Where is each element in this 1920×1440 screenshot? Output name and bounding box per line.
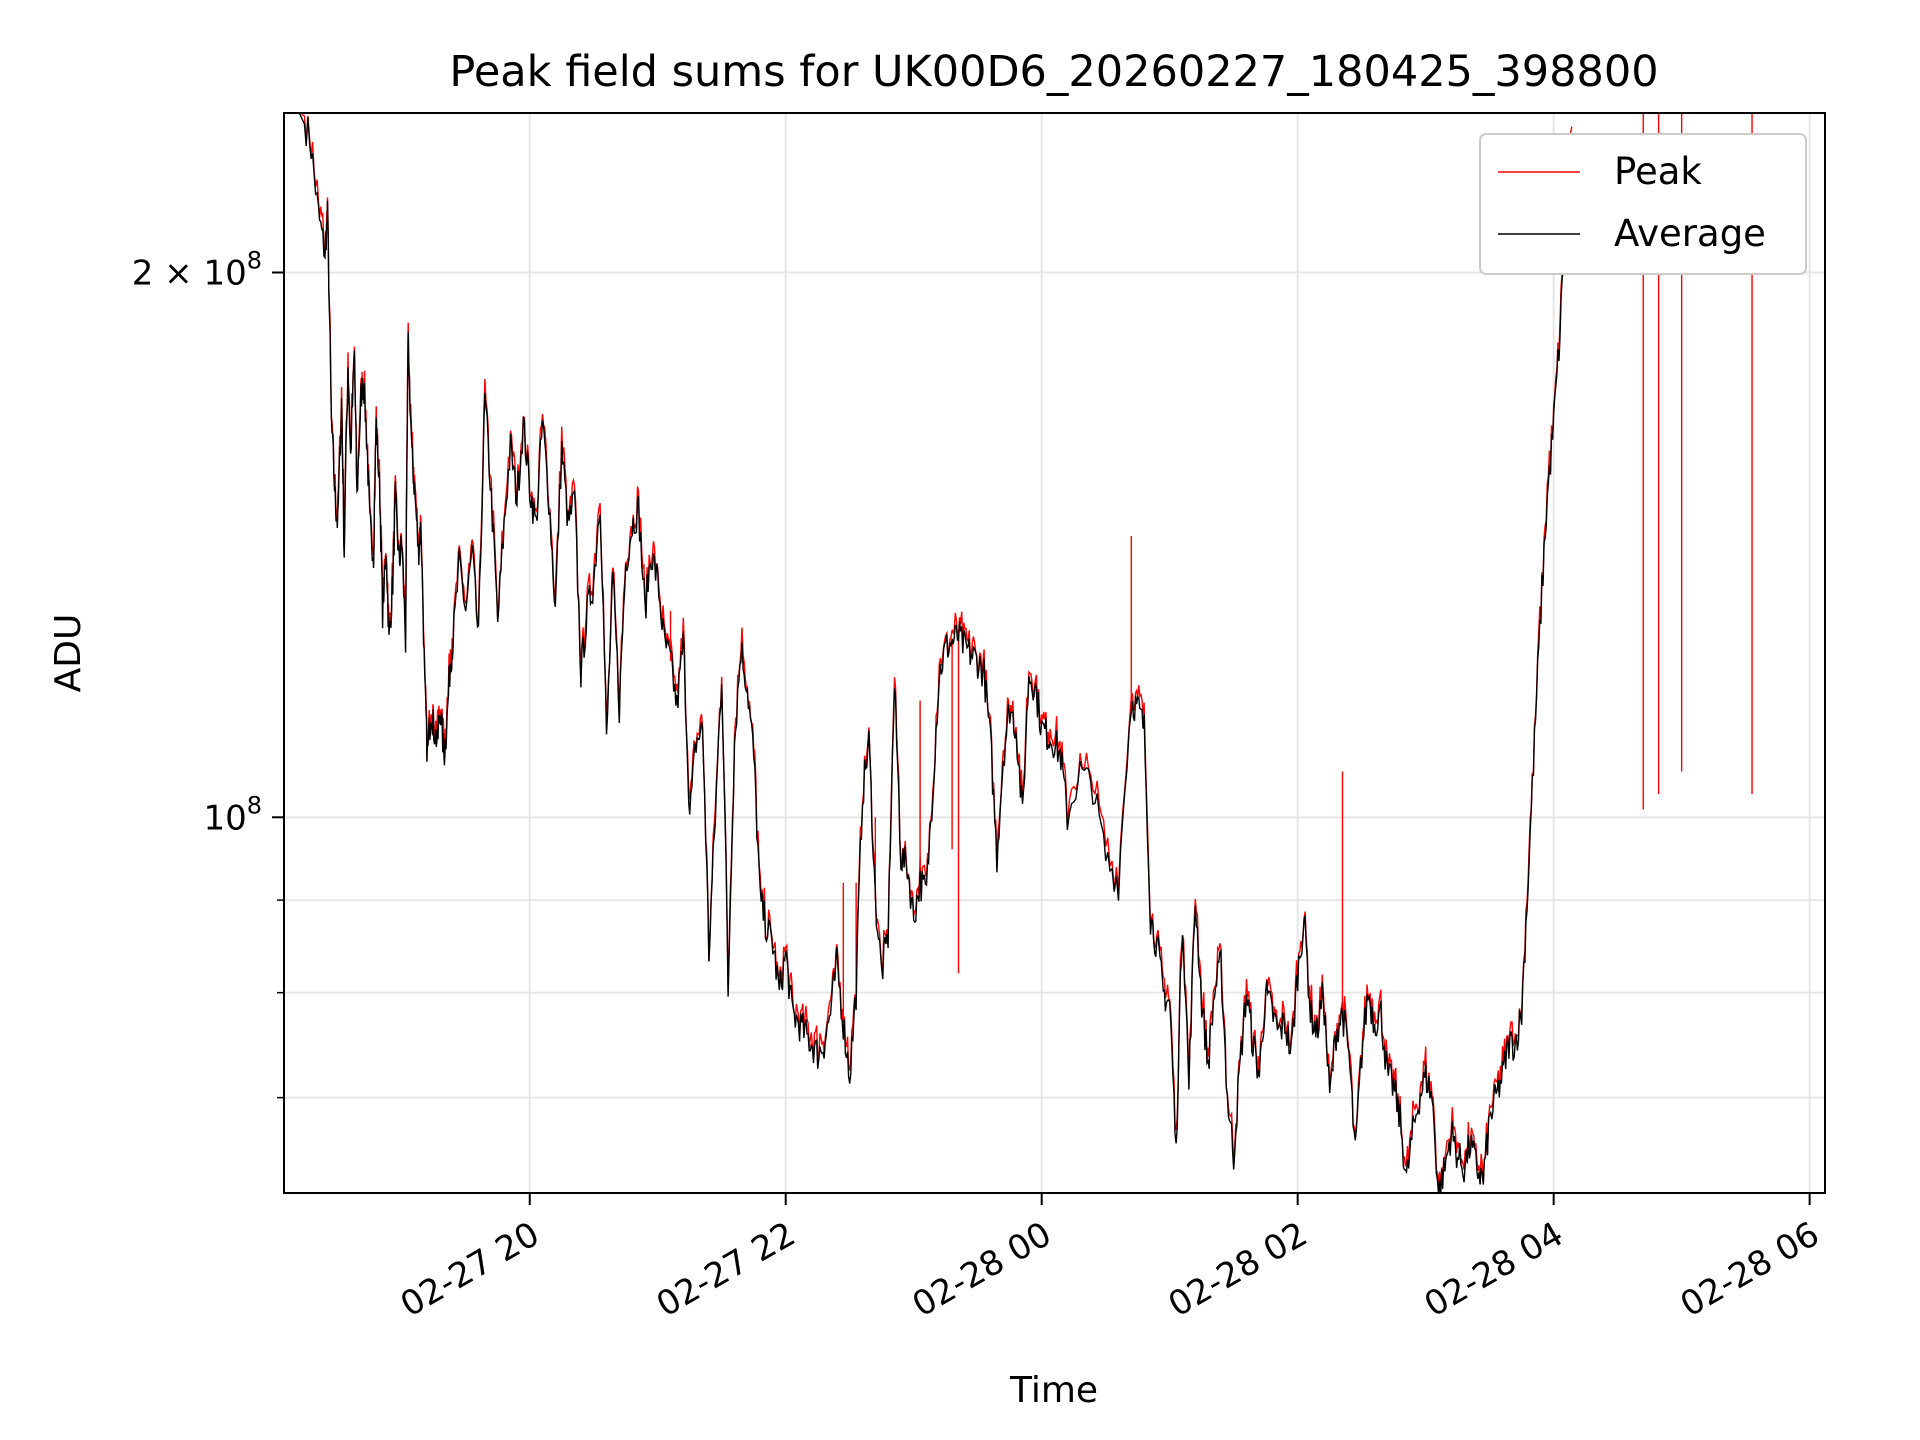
y-axis-label: ADU [48,614,89,693]
plot-frame [283,112,1826,1194]
legend-label-peak: Peak [1614,150,1702,193]
legend-box [1479,133,1807,275]
grid [284,113,1825,1193]
x-axis-label: Time [1009,1370,1098,1411]
legend-label-average: Average [1614,212,1766,255]
chart-title: Peak field sums for UK00D6_20260227_1804… [449,47,1658,97]
legend: Peak Average [1479,133,1807,275]
y-axis-ticks: 2 × 108 108 [132,247,284,1099]
y-tick-label: 108 [203,791,262,838]
series-average-line [284,113,1573,1193]
y-tick-label: 2 × 108 [132,247,262,294]
